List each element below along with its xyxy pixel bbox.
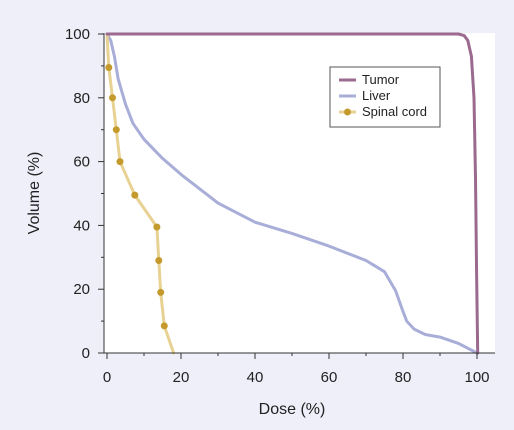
y-tick-label: 80	[73, 90, 90, 107]
y-tick-label: 60	[73, 154, 90, 171]
data-point-spinal-cord	[157, 288, 165, 296]
y-tick-label: 40	[73, 217, 90, 234]
data-point-spinal-cord	[105, 64, 113, 71]
legend-label-liver: Liver	[362, 88, 391, 103]
legend-label-tumor: Tumor	[362, 72, 400, 87]
data-point-spinal-cord	[109, 94, 116, 102]
axes-layer: 0 20 40 60 80 100 0 20 40 60 80 100	[65, 26, 495, 386]
y-tick-label: 20	[73, 281, 90, 298]
data-point-spinal-cord	[155, 257, 163, 264]
x-tick-label: 20	[173, 369, 190, 386]
x-tick-label: 100	[464, 369, 489, 386]
x-tick-label: 60	[321, 369, 338, 386]
legend: Tumor Liver Spinal cord	[329, 66, 441, 128]
y-axis-label: Volume (%)	[26, 152, 43, 235]
series-layer	[105, 32, 480, 355]
x-tick-label: 0	[103, 369, 111, 386]
data-point-spinal-cord	[153, 223, 161, 231]
y-tick-label: 100	[65, 26, 90, 43]
x-axis-label: Dose (%)	[259, 401, 326, 418]
data-point-spinal-cord	[112, 126, 120, 134]
x-tick-label: 40	[247, 369, 264, 386]
data-point-spinal-cord	[131, 191, 139, 199]
x-tick-label: 80	[395, 369, 412, 386]
legend-label-spinal-cord: Spinal cord	[362, 104, 427, 119]
series-line-tumor	[105, 32, 480, 355]
series-line-liver	[105, 32, 479, 355]
legend-marker-spinal-cord	[344, 108, 351, 116]
data-point-spinal-cord	[160, 322, 168, 330]
data-point-spinal-cord	[116, 158, 124, 166]
y-tick-label: 0	[82, 345, 90, 362]
